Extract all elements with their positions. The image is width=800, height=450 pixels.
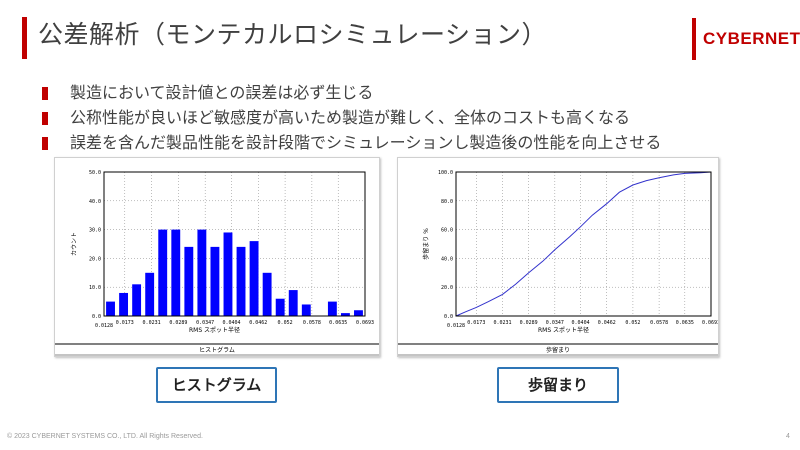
x-tick-label: 0.0693 <box>702 320 718 326</box>
page-title: 公差解析（モンテカルロシミュレーション） <box>38 20 548 49</box>
histogram-bar <box>262 272 272 316</box>
logo-accent-bar <box>692 18 696 60</box>
x-tick-label: 0.0635 <box>329 320 347 326</box>
histogram-bar <box>236 246 246 316</box>
bullet-marker <box>42 137 48 150</box>
histogram-bar <box>171 229 181 316</box>
histogram-caption-button[interactable]: ヒストグラム <box>156 367 277 403</box>
y-tick-label: 60.0 <box>441 228 453 234</box>
page-number: 4 <box>786 433 790 440</box>
y-tick-label: 20.0 <box>441 285 453 291</box>
panel-footer-label: 歩留まり <box>546 346 570 354</box>
y-tick-label: 40.0 <box>441 256 453 262</box>
y-axis-label: カウント <box>70 232 78 256</box>
x-tick-label: 0.0231 <box>493 320 511 326</box>
y-tick-label: 50.0 <box>89 170 101 176</box>
yield-panel: 0.0 20.0 40.0 60.0 80.0 100.0 0.0128 0.0173 0.02… <box>397 157 719 357</box>
histogram-bar <box>354 310 363 316</box>
x-tick-label: 0.0578 <box>650 320 668 326</box>
y-tick-label: 0.0 <box>444 314 453 320</box>
x-tick-label: 0.0289 <box>169 320 187 326</box>
histogram-bar <box>288 290 298 316</box>
y-axis-label: 歩留まり % <box>422 228 430 260</box>
x-tick-label: 0.0128 <box>447 323 465 329</box>
x-tick-label: 0.0635 <box>676 320 694 326</box>
histogram-bar <box>184 246 194 316</box>
yield-caption-button[interactable]: 歩留まり <box>497 367 619 403</box>
histogram-bar <box>210 246 220 316</box>
plot-area <box>104 172 365 316</box>
y-tick-label: 80.0 <box>441 199 453 205</box>
copyright-text: © 2023 CYBERNET SYSTEMS CO., LTD. All Ri… <box>7 433 203 440</box>
histogram-bar <box>145 272 155 316</box>
plot-frame <box>455 171 712 317</box>
histogram-bar <box>275 298 285 316</box>
x-tick-label: 0.0462 <box>249 320 267 326</box>
histogram-bar <box>197 229 207 316</box>
histogram-bar <box>106 301 115 316</box>
bullet-marker <box>42 87 48 100</box>
x-tick-label: 0.052 <box>278 320 293 326</box>
bullet-text: 製造において設計値との誤差は必ず生じる <box>70 83 374 102</box>
x-tick-label: 0.0404 <box>572 320 590 326</box>
histogram-bar <box>301 304 311 316</box>
histogram-panel: 0.0 10.0 20.0 30.0 40.0 50.0 0.0128 0.0173 0.023… <box>54 157 380 357</box>
y-tick-label: 20.0 <box>89 256 101 262</box>
x-tick-label: 0.0347 <box>196 320 214 326</box>
bullet-text: 誤差を含んだ製品性能を設計段階でシミュレーションし製造後の性能を向上させる <box>70 133 662 152</box>
histogram-bar <box>158 229 168 316</box>
y-tick-label: 100.0 <box>438 170 453 176</box>
plot-area <box>456 172 711 316</box>
x-tick-label: 0.0404 <box>222 320 240 326</box>
x-tick-label: 0.0462 <box>598 320 616 326</box>
histogram-bar <box>119 292 129 316</box>
yield-chart: 0.0 20.0 40.0 60.0 80.0 100.0 0.0128 0.0173 0.02… <box>398 170 718 356</box>
x-tick-label: 0.0231 <box>143 320 161 326</box>
histogram-bar <box>132 284 142 316</box>
x-tick-label: 0.0173 <box>116 320 134 326</box>
histogram-bar <box>223 232 233 316</box>
x-tick-label: 0.0578 <box>303 320 321 326</box>
x-tick-label: 0.0347 <box>546 320 564 326</box>
x-tick-label: 0.0128 <box>95 323 113 329</box>
x-tick-label: 0.0289 <box>520 320 538 326</box>
x-tick-label: 0.0173 <box>467 320 485 326</box>
histogram-bar <box>340 313 350 316</box>
x-tick-label: 0.0693 <box>356 320 374 326</box>
bullet-text: 公称性能が良いほど敏感度が高いため製造が難しく、全体のコストも高くなる <box>70 108 631 127</box>
histogram-bar <box>327 301 337 316</box>
histogram-chart: 0.0 10.0 20.0 30.0 40.0 50.0 0.0128 0.0173 0.023… <box>55 170 379 356</box>
y-tick-label: 0.0 <box>92 314 101 320</box>
x-axis-label: RMS スポット半径 <box>538 326 589 334</box>
x-axis-label: RMS スポット半径 <box>189 326 240 334</box>
title-accent-bar <box>22 17 27 59</box>
cybernet-logo: CYBERNET <box>703 29 800 48</box>
yield-line <box>455 171 712 317</box>
y-tick-label: 30.0 <box>89 228 101 234</box>
panel-footer-label: ヒストグラム <box>199 346 235 354</box>
y-tick-label: 10.0 <box>89 285 101 291</box>
bullet-marker <box>42 112 48 125</box>
y-tick-label: 40.0 <box>89 199 101 205</box>
histogram-bar <box>249 241 259 316</box>
x-tick-label: 0.052 <box>625 320 640 326</box>
plot-frame <box>103 171 366 317</box>
